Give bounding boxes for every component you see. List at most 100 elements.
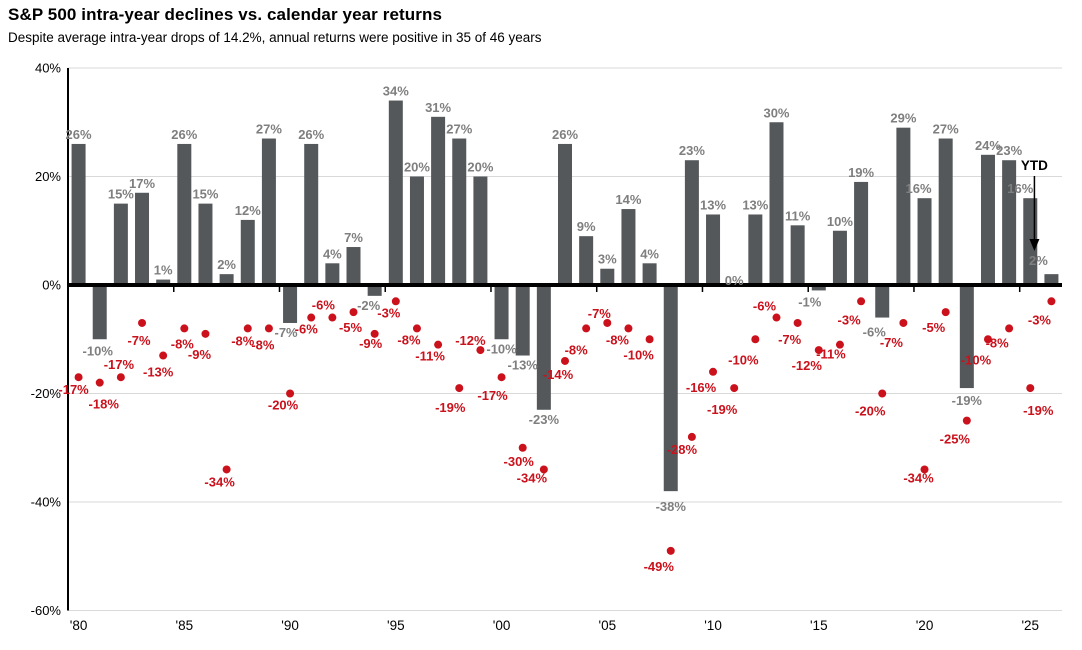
decline-label-2023: -10% [961,352,992,367]
decline-dot-1993 [349,308,358,317]
decline-dot-1980 [74,373,83,382]
return-label-1993: 7% [344,230,363,245]
decline-dot-2024 [1005,324,1014,333]
return-bar-1996 [409,176,424,285]
return-label-1998: 27% [446,122,472,137]
decline-label-2015: -12% [792,358,823,373]
decline-label-2010: -16% [686,380,717,395]
y-axis-label: 20% [35,169,61,184]
return-bar-2003 [558,143,572,285]
return-label-1990: -7% [275,325,299,340]
decline-label-1987: -34% [204,474,235,489]
decline-dot-1999 [476,346,485,355]
x-axis-label: '25 [1021,618,1039,633]
decline-dot-2019 [899,318,908,327]
decline-label-YTD: -3% [1028,312,1052,327]
return-label-1988: 12% [235,203,261,218]
x-axis-label: '80 [70,618,88,633]
return-bar-2006 [621,209,636,285]
decline-label-2016: -11% [816,347,846,362]
decline-dot-2018 [878,389,887,398]
return-label-2021: 27% [933,122,959,137]
decline-dot-1981 [95,378,104,387]
return-bar-1990 [283,285,298,323]
return-label-1997: 31% [425,100,451,115]
decline-dot-2020 [920,465,929,474]
zero-axis-tick [595,287,598,292]
return-label-2025: 16% [1007,181,1033,196]
decline-label-2014: -7% [778,332,802,347]
return-bar-2017 [854,181,869,285]
return-label-2009: 23% [679,143,705,158]
decline-dot-2008 [666,546,675,555]
return-bar-YTD [1044,274,1059,285]
return-label-2014: 11% [785,208,811,223]
return-bar-2014 [790,225,805,285]
return-bar-2009 [684,160,699,285]
return-label-2016: 10% [827,214,853,229]
decline-dot-2009 [687,432,696,441]
decline-label-2018: -20% [855,404,886,419]
zero-axis-tick [490,287,492,292]
zero-axis-tick [1018,287,1021,292]
decline-label-1991: -6% [295,322,319,337]
return-bar-2023 [980,154,995,285]
return-bar-1992 [325,263,340,285]
decline-label-2007: -10% [623,347,654,362]
return-bar-1989 [261,138,276,285]
zero-axis-tick [701,287,704,292]
decline-dot-2013 [772,313,781,322]
return-label-2000: -10% [486,341,517,356]
decline-dot-1983 [138,318,147,327]
return-bar-2013 [769,122,784,285]
return-bar-2018 [875,285,890,318]
decline-dot-2002 [539,465,548,474]
decline-dot-2001 [518,443,527,452]
return-label-2023: 24% [975,138,1001,153]
return-label-2011: 0% [725,273,744,288]
decline-label-1989: -8% [251,337,275,352]
decline-label-2019: -7% [880,335,904,350]
return-bar-1986 [198,203,213,285]
return-label-1994: -2% [357,298,381,313]
return-label-2006: 14% [615,192,641,207]
return-bar-1987 [219,274,234,285]
return-bar-1999 [473,176,488,285]
decline-label-2020: -34% [903,470,934,485]
ytd-arrow-head [1029,239,1040,251]
return-bar-1994 [367,285,382,296]
decline-label-2003: -14% [543,367,574,382]
decline-label-1981: -18% [89,397,120,412]
decline-label-1998: -19% [435,400,466,415]
return-label-2022: -19% [952,393,983,408]
decline-dot-1989 [264,324,273,333]
decline-dot-2010 [709,367,718,376]
decline-label-1997: -11% [415,349,445,364]
decline-dot-2000 [497,373,506,382]
chart-subtitle: Despite average intra-year drops of 14.2… [8,30,542,45]
return-bar-2000 [494,285,509,340]
decline-dot-1982 [116,373,125,382]
decline-label-1988: -8% [231,333,255,348]
zero-axis-tick [384,287,386,292]
return-bar-1988 [240,219,255,285]
decline-dot-1998 [455,384,464,393]
decline-dot-1984 [159,351,168,360]
zero-axis-tick [913,287,915,292]
x-axis-label: '20 [916,618,934,633]
decline-label-1999: -12% [455,333,486,348]
y-axis-label: 40% [35,61,61,76]
decline-label-1993: -5% [339,320,363,335]
decline-label-1992: -6% [312,298,336,313]
decline-dot-2012 [751,335,760,344]
decline-label-2022: -25% [940,432,971,447]
return-label-1999: 20% [467,160,493,175]
return-bar-2005 [600,268,615,285]
return-bar-2016 [832,230,847,285]
decline-dot-1995 [391,297,400,306]
y-axis-label: -60% [31,603,62,618]
x-axis-label: '15 [810,618,828,633]
return-bar-1982 [113,203,128,285]
return-bar-2024 [1002,160,1017,285]
decline-dot-1988 [243,324,252,333]
